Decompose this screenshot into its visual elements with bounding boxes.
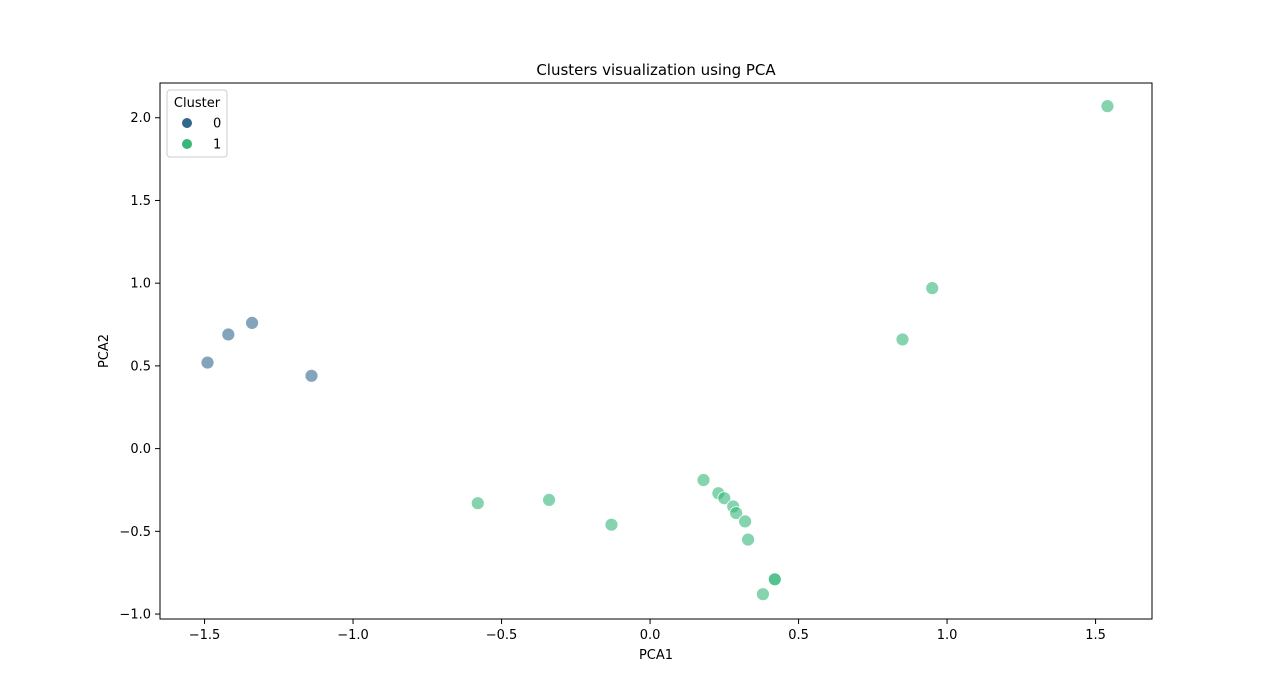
legend: Cluster 0 1 <box>166 89 228 158</box>
data-point-cluster-1 <box>1100 99 1115 114</box>
chart-title: Clusters visualization using PCA <box>536 61 776 79</box>
data-point-cluster-0 <box>221 327 236 342</box>
legend-title: Cluster <box>174 96 221 111</box>
data-points <box>200 99 1115 602</box>
y-tick-label: 1.0 <box>130 277 151 292</box>
data-point-cluster-0 <box>245 315 259 330</box>
x-axis-label: PCA1 <box>639 648 673 663</box>
legend-box <box>166 89 228 158</box>
y-tick-label: 1.5 <box>130 194 151 209</box>
data-point-cluster-1 <box>604 517 619 532</box>
y-tick-label: 0.0 <box>130 442 151 457</box>
y-tick-label: 0.5 <box>130 359 151 374</box>
data-point-cluster-0 <box>200 355 215 370</box>
data-point-cluster-1 <box>738 514 753 529</box>
data-point-cluster-1 <box>470 496 485 511</box>
x-tick-label: 1.5 <box>1085 628 1106 643</box>
data-point-cluster-1 <box>925 281 940 296</box>
x-tick-label: 1.0 <box>937 628 958 643</box>
y-tick-label: −0.5 <box>119 525 151 540</box>
data-point-cluster-1 <box>729 506 744 521</box>
x-tick-label: 0.0 <box>640 628 661 643</box>
legend-label: 1 <box>213 138 221 153</box>
x-tick-label: −1.5 <box>189 628 221 643</box>
data-point-cluster-1 <box>756 587 770 602</box>
data-point-cluster-1 <box>895 332 910 347</box>
data-point-cluster-0 <box>304 368 319 383</box>
legend-marker <box>182 118 192 128</box>
data-point-cluster-1 <box>696 473 711 487</box>
y-axis-label: PCA2 <box>97 334 112 368</box>
plot-frame <box>159 82 1153 620</box>
legend-label: 0 <box>213 117 221 132</box>
x-tick-label: 0.5 <box>788 628 809 643</box>
data-point-cluster-1 <box>542 492 556 507</box>
axis-ticks: −1.5 −1.0 −0.5 0.0 0.5 1.0 1.5 −1.0 −0.5 0.0 0.5 1.… <box>119 111 1105 643</box>
y-tick-label: −1.0 <box>119 608 151 623</box>
y-tick-label: 2.0 <box>130 111 151 126</box>
x-tick-label: −1.0 <box>337 628 369 643</box>
data-point-cluster-1 <box>767 572 782 587</box>
legend-marker <box>182 139 192 149</box>
data-point-cluster-1 <box>741 532 755 547</box>
data-point-cluster-1 <box>717 491 732 506</box>
x-tick-label: −0.5 <box>486 628 518 643</box>
